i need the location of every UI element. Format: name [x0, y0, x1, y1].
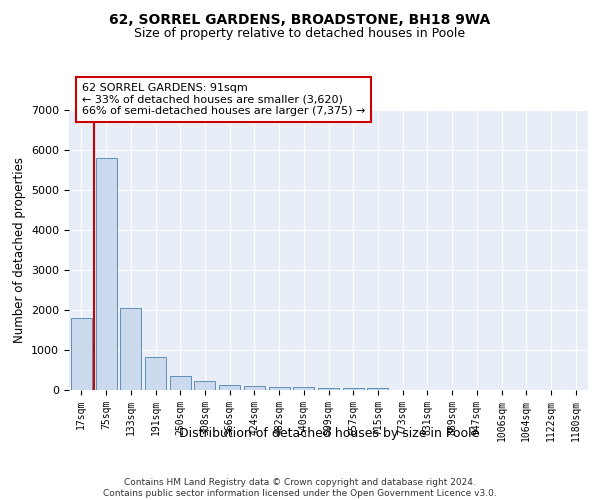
Bar: [367, 388, 388, 390]
Bar: [120, 308, 141, 390]
Bar: [145, 357, 166, 390]
Text: Contains HM Land Registry data © Crown copyright and database right 2024.
Contai: Contains HM Land Registry data © Crown c…: [103, 478, 497, 498]
Bar: [318, 388, 339, 390]
Text: Size of property relative to detached houses in Poole: Size of property relative to detached ho…: [134, 28, 466, 40]
Bar: [170, 376, 191, 390]
Bar: [194, 381, 215, 390]
Text: Distribution of detached houses by size in Poole: Distribution of detached houses by size …: [179, 428, 479, 440]
Bar: [343, 388, 364, 390]
Text: 62 SORREL GARDENS: 91sqm
← 33% of detached houses are smaller (3,620)
66% of sem: 62 SORREL GARDENS: 91sqm ← 33% of detach…: [82, 83, 365, 116]
Bar: [71, 318, 92, 390]
Bar: [244, 386, 265, 390]
Bar: [219, 385, 240, 390]
Bar: [293, 388, 314, 390]
Y-axis label: Number of detached properties: Number of detached properties: [13, 157, 26, 343]
Bar: [95, 158, 116, 390]
Bar: [269, 387, 290, 390]
Text: 62, SORREL GARDENS, BROADSTONE, BH18 9WA: 62, SORREL GARDENS, BROADSTONE, BH18 9WA: [109, 12, 491, 26]
